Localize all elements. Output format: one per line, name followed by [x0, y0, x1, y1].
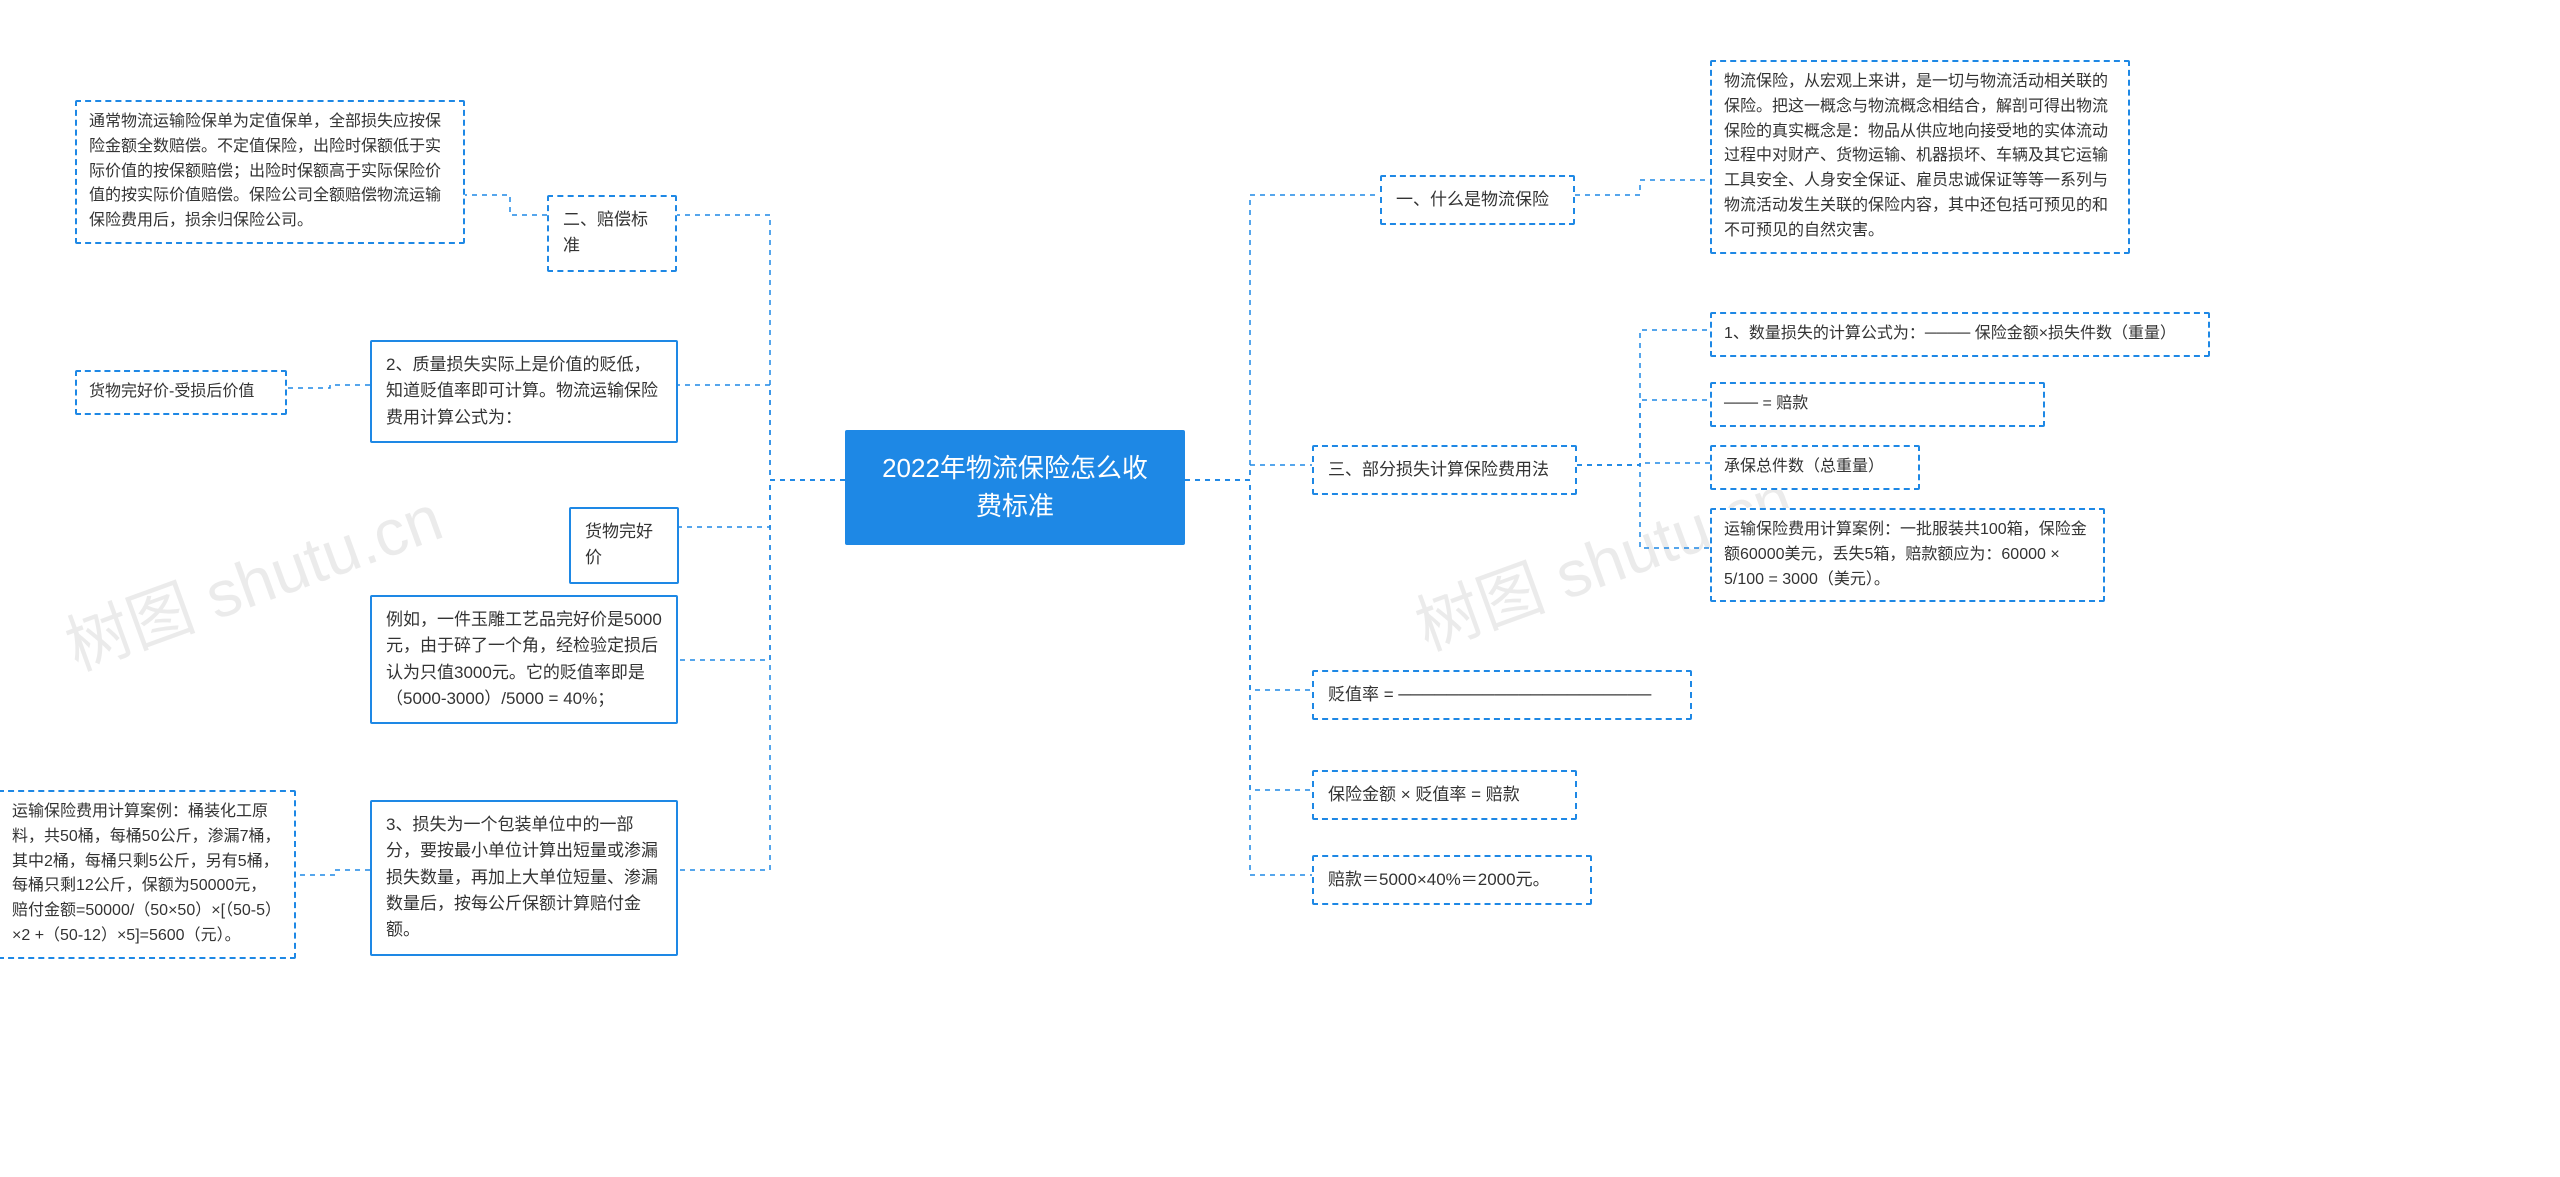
node-r2b: ─── = 赔款	[1710, 382, 2045, 427]
node-r2a: 1、数量损失的计算公式为：──── 保险金额×损失件数（重量）	[1710, 312, 2210, 357]
node-l3: 货物完好价	[569, 507, 679, 584]
node-l2a: 货物完好价-受损后价值	[75, 370, 287, 415]
node-l4: 例如，一件玉雕工艺品完好价是5000元，由于碎了一个角，经检验定损后认为只值30…	[370, 595, 678, 724]
node-l1a: 通常物流运输险保单为定值保单，全部损失应按保险金额全数赔偿。不定值保险，出险时保…	[75, 100, 465, 244]
node-r4: 保险金额 × 贬值率 = 赔款	[1312, 770, 1577, 820]
node-l2: 2、质量损失实际上是价值的贬低，知道贬值率即可计算。物流运输保险费用计算公式为：	[370, 340, 678, 443]
node-r2: 三、部分损失计算保险费用法	[1312, 445, 1577, 495]
node-l5a: 运输保险费用计算案例：桶装化工原料，共50桶，每桶50公斤，渗漏7桶，其中2桶，…	[0, 790, 296, 959]
center-node: 2022年物流保险怎么收费标准	[845, 430, 1185, 545]
node-l5: 3、损失为一个包装单位中的一部分，要按最小单位计算出短量或渗漏损失数量，再加上大…	[370, 800, 678, 956]
node-r3: 贬值率 = ─────────────────────	[1312, 670, 1692, 720]
node-r2d: 运输保险费用计算案例：一批服装共100箱，保险金额60000美元，丢失5箱，赔款…	[1710, 508, 2105, 602]
node-l1: 二、赔偿标准	[547, 195, 677, 272]
node-r1: 一、什么是物流保险	[1380, 175, 1575, 225]
node-r2c: 承保总件数（总重量）	[1710, 445, 1920, 490]
node-r5: 赔款＝5000×40%＝2000元。	[1312, 855, 1592, 905]
node-r1a: 物流保险，从宏观上来讲，是一切与物流活动相关联的保险。把这一概念与物流概念相结合…	[1710, 60, 2130, 254]
mindmap-canvas: 树图 shutu.cn 树图 shutu.cn 2022年物流保险怎么收费标准 …	[0, 0, 2560, 1177]
